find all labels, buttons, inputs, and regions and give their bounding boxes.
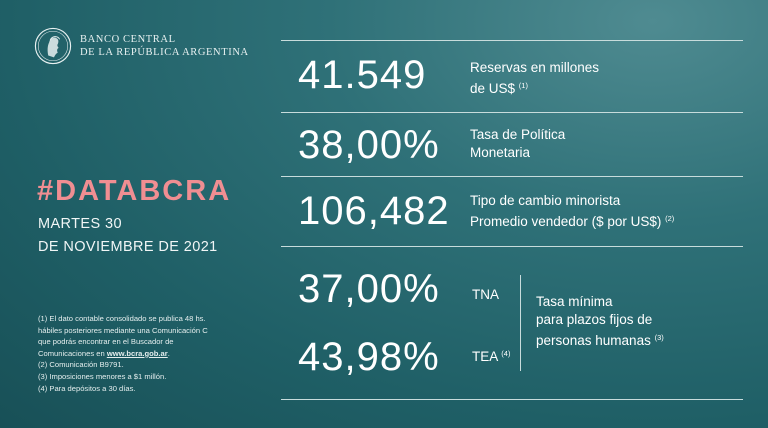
- divider-2: [281, 176, 743, 177]
- note-4: (4) Para depósitos a 30 días.: [38, 383, 136, 393]
- tea-label-text: TEA: [472, 349, 498, 364]
- note-1a: (1) El dato contable consolidado se publ…: [38, 314, 206, 323]
- bank-name-line1: BANCO CENTRAL: [80, 34, 176, 45]
- tipo-cambio-label-line2-text: Promedio vendedor ($ por US$): [470, 214, 662, 229]
- bcra-logo: BANCO CENTRAL DE LA REPÚBLICA ARGENTINA: [34, 27, 249, 65]
- date-line2: DE NOVIEMBRE DE 2021: [38, 239, 218, 255]
- note-1b: hábiles posteriores mediante una Comunic…: [38, 325, 208, 335]
- note-3: (3) Imposiciones menores a $1 millón.: [38, 371, 167, 381]
- plazo-fijo-description: Tasa mínima para plazos fijos de persona…: [536, 293, 664, 350]
- reservas-label: Reservas en millones de US$ (1): [470, 59, 599, 98]
- tipo-cambio-note: (2): [665, 214, 675, 223]
- divider-bottom: [281, 399, 743, 400]
- reservas-note: (1): [518, 81, 528, 90]
- date-line1: MARTES 30: [38, 216, 122, 232]
- plazo-fijo-desc-line3: personas humanas (3): [536, 329, 664, 350]
- divider-3: [281, 246, 743, 247]
- tna-label: TNA: [472, 287, 499, 302]
- footnotes: (1) El dato contable consolidado se publ…: [38, 313, 208, 394]
- note-1d-prefix: Comunicaciones en: [38, 348, 107, 358]
- divider-top: [281, 40, 743, 41]
- tipo-cambio-value: 106,482: [298, 189, 450, 233]
- bcra-seal-icon: [34, 27, 72, 65]
- tasa-politica-label-line2: Monetaria: [470, 145, 531, 160]
- bcra-website-link[interactable]: www.bcra.gob.ar: [106, 348, 168, 358]
- plazo-fijo-desc-line1: Tasa mínima: [536, 294, 613, 309]
- reservas-value: 41.549: [298, 53, 427, 97]
- reservas-label-line1: Reservas en millones: [470, 60, 600, 75]
- reservas-label-line2: de US$ (1): [470, 77, 599, 98]
- hashtag-title: #DATABCRA: [37, 175, 232, 207]
- tea-label: TEA (4): [472, 349, 510, 364]
- bank-name-line2: DE LA REPÚBLICA ARGENTINA: [80, 47, 249, 58]
- tea-value: 43,98%: [298, 335, 440, 379]
- reservas-label-line2-text: de US$: [470, 81, 516, 96]
- divider-1: [281, 112, 743, 113]
- note-1d: Comunicaciones en www.bcra.gob.ar.: [38, 348, 208, 360]
- bank-name: BANCO CENTRAL DE LA REPÚBLICA ARGENTINA: [80, 33, 249, 59]
- tea-note: (4): [501, 349, 511, 358]
- plazo-fijo-note: (3): [654, 333, 664, 342]
- plazo-fijo-divider: [520, 275, 521, 371]
- plazo-fijo-desc-line2: para plazos fijos de: [536, 312, 653, 327]
- tasa-politica-value: 38,00%: [298, 123, 440, 167]
- note-1c: que podrás encontrar en el Buscador de: [38, 337, 174, 347]
- tna-value: 37,00%: [298, 267, 440, 311]
- tasa-politica-label: Tasa de Política Monetaria: [470, 126, 565, 162]
- plazo-fijo-desc-line3-text: personas humanas: [536, 333, 651, 348]
- note-1d-suffix: .: [167, 348, 170, 358]
- note-2: (2) Comunicación B9791.: [38, 360, 124, 370]
- tipo-cambio-label-line1: Tipo de cambio minorista: [470, 193, 621, 208]
- tipo-cambio-label: Tipo de cambio minorista Promedio vended…: [470, 192, 674, 231]
- date-block: MARTES 30 DE NOVIEMBRE DE 2021: [38, 213, 218, 259]
- tipo-cambio-label-line2: Promedio vendedor ($ por US$) (2): [470, 210, 674, 231]
- tasa-politica-label-line1: Tasa de Política: [470, 127, 566, 142]
